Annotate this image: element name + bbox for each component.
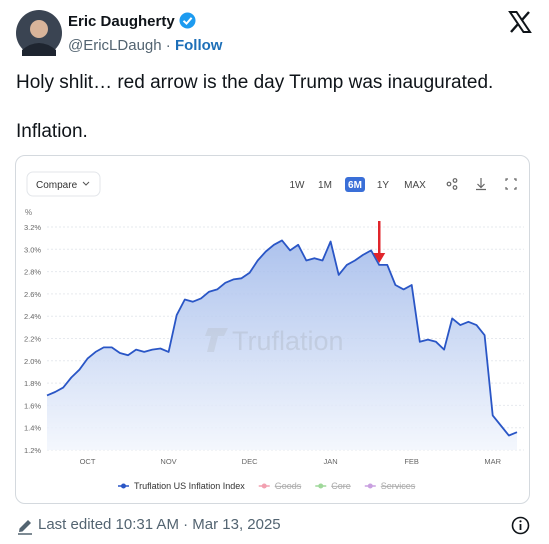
tweet-text: Inflation. xyxy=(16,121,88,142)
y-tick-label: 2.0% xyxy=(24,357,41,366)
y-tick-label: 2.2% xyxy=(24,335,41,344)
legend-dot[interactable] xyxy=(367,483,373,489)
icon-group xyxy=(446,178,517,191)
verified-badge xyxy=(179,12,196,29)
follow-button[interactable]: Follow xyxy=(174,37,223,54)
legend-label[interactable]: Core xyxy=(331,481,351,491)
avatar[interactable] xyxy=(16,10,62,56)
annotation-arrowhead xyxy=(373,253,386,263)
range-button[interactable]: 1Y xyxy=(377,180,390,191)
separator: · xyxy=(165,37,171,54)
y-tick-label: 3.2% xyxy=(24,223,41,232)
y-tick-label: 2.6% xyxy=(24,290,41,299)
y-tick-label: 2.8% xyxy=(24,268,41,277)
handle-line: @EricLDaugh · Follow xyxy=(68,37,222,54)
line xyxy=(46,239,518,437)
x-tick-label: OCT xyxy=(80,457,96,466)
edited-timestamp[interactable]: Last edited 10:31 AM · Mar 13, 2025 xyxy=(38,516,281,533)
info-icon[interactable] xyxy=(511,516,530,535)
y-axis-unit: % xyxy=(25,208,32,217)
area xyxy=(47,240,517,450)
expand-icon[interactable] xyxy=(505,178,517,190)
compare-label[interactable]: Compare xyxy=(36,180,78,191)
range-button[interactable]: 1M xyxy=(318,180,332,191)
legend-dot[interactable] xyxy=(121,483,126,489)
legend-dot[interactable] xyxy=(318,483,324,489)
x-tick-label: FEB xyxy=(404,457,419,466)
y-tick-label: 2.4% xyxy=(24,312,41,321)
range-button-active[interactable] xyxy=(345,177,365,192)
edit-icon xyxy=(18,520,32,535)
x-logo[interactable] xyxy=(508,11,532,33)
x-tick-label: NOV xyxy=(160,457,176,466)
dropdown-icon xyxy=(82,181,90,186)
range-button[interactable]: 6M xyxy=(348,180,362,191)
share-icon[interactable] xyxy=(446,178,458,190)
handle[interactable]: @EricLDaugh xyxy=(68,37,162,54)
chart-card xyxy=(15,155,530,504)
legend-label[interactable]: Services xyxy=(381,481,416,491)
x-tick-label: DEC xyxy=(242,457,258,466)
watermark: Truflation xyxy=(205,326,344,356)
y-tick-label: 1.4% xyxy=(24,424,41,433)
legend-label[interactable]: Truflation US Inflation Index xyxy=(134,481,245,491)
y-tick-label: 1.6% xyxy=(24,401,41,410)
tweet-text: Holy shlit… red arrow is the day Trump w… xyxy=(16,72,494,93)
y-tick-label: 1.2% xyxy=(24,446,41,455)
author-name[interactable]: Eric Daugherty xyxy=(68,12,196,30)
download-icon[interactable] xyxy=(476,178,486,191)
y-tick-label: 1.8% xyxy=(24,379,41,388)
range-button[interactable]: 1W xyxy=(290,180,306,191)
watermark-text: Truflation xyxy=(232,326,344,356)
x-tick-label: MAR xyxy=(484,457,501,466)
watermark-logo xyxy=(205,328,228,352)
x-tick-label: JAN xyxy=(324,457,338,466)
range-button[interactable]: MAX xyxy=(404,180,426,191)
legend-label[interactable]: Goods xyxy=(275,481,302,491)
legend-dot[interactable] xyxy=(261,483,267,489)
author-name-text[interactable]: Eric Daugherty xyxy=(68,13,175,30)
compare-button[interactable] xyxy=(26,171,101,197)
y-tick-label: 3.0% xyxy=(24,245,41,254)
